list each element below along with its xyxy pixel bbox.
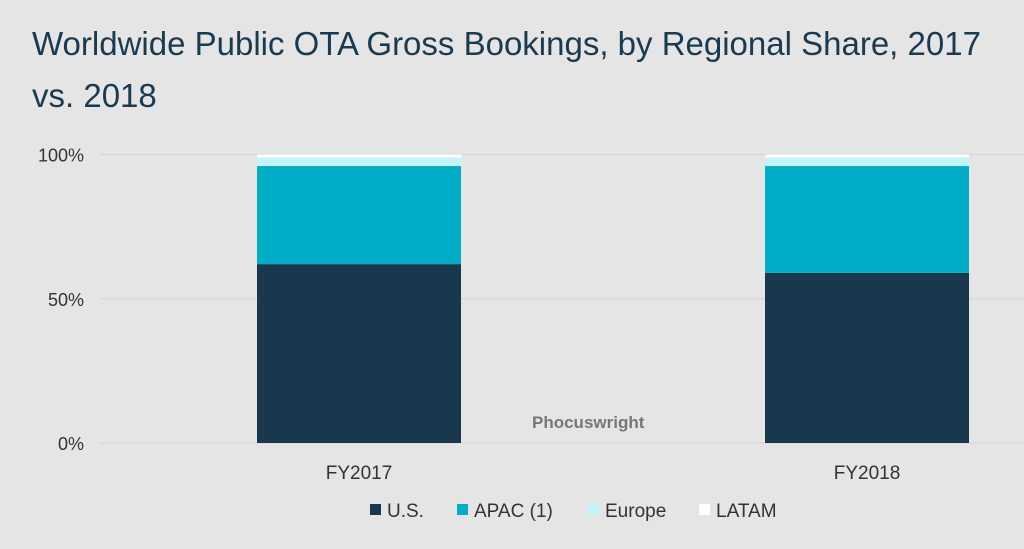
legend-label: U.S. <box>387 501 424 522</box>
legend-swatch <box>588 504 599 515</box>
bar-segment-latam-fy2017 <box>257 154 461 158</box>
legend-label: Europe <box>605 501 666 522</box>
legend-swatch <box>699 504 710 515</box>
bar-segment-u-s--fy2018 <box>765 272 969 443</box>
legend-label: APAC (1) <box>474 501 553 522</box>
bar-segment-apac-1--fy2018 <box>765 166 969 273</box>
legend-swatch <box>370 504 381 515</box>
bar-segment-apac-1--fy2017 <box>257 166 461 265</box>
x-tick-label: FY2018 <box>834 463 901 484</box>
y-tick-label: 0% <box>58 434 84 454</box>
legend-label: LATAM <box>716 501 777 522</box>
bar-segment-europe-fy2018 <box>765 157 969 167</box>
chart-title: Worldwide Public OTA Gross Bookings, by … <box>32 25 981 114</box>
bar-segment-u-s--fy2017 <box>257 264 461 443</box>
y-tick-label: 100% <box>38 146 84 166</box>
bar-segment-latam-fy2018 <box>765 154 969 158</box>
watermark-logo: Phocuswright <box>532 413 645 432</box>
y-tick-label: 50% <box>48 290 84 310</box>
bar-segment-europe-fy2017 <box>257 157 461 167</box>
x-tick-label: FY2017 <box>326 463 393 484</box>
legend-swatch <box>457 504 468 515</box>
